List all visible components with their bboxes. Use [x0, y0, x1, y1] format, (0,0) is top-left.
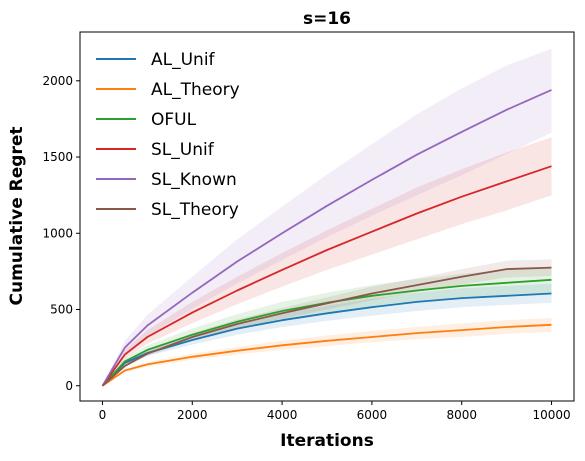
series-line-al-unif — [101, 292, 552, 387]
x-tick-label: 0 — [99, 408, 107, 422]
legend-label-al-theory: AL_Theory — [151, 80, 240, 100]
y-tick-label: 2000 — [42, 74, 73, 88]
x-tick-label: 10000 — [532, 408, 570, 422]
y-axis-ticks: 0 500 1000 1500 2000 — [42, 74, 80, 393]
x-axis-title: Iterations — [280, 431, 374, 451]
series-line-sl-known — [101, 89, 552, 387]
plot-frame — [79, 31, 575, 402]
x-tick-label: 6000 — [357, 408, 388, 422]
band-al-theory — [102, 317, 552, 386]
legend-label-sl-known: SL_Known — [151, 170, 237, 190]
series-line-sl-theory — [101, 266, 552, 387]
confidence-bands — [102, 48, 552, 386]
x-tick-label: 8000 — [446, 408, 477, 422]
chart-title: s=16 — [303, 9, 351, 29]
band-sl-theory — [102, 259, 552, 386]
series-line-al-theory — [101, 323, 552, 387]
x-tick-label: 2000 — [177, 408, 208, 422]
legend-label-oful: OFUL — [151, 110, 197, 130]
legend-label-al-unif: AL_Unif — [151, 50, 216, 70]
series-lines — [101, 89, 552, 387]
series-line-oful — [101, 278, 552, 387]
y-axis-title: Cumulative Regret — [7, 126, 27, 305]
x-axis-ticks: 0 2000 4000 6000 8000 10000 — [99, 401, 571, 422]
y-tick-label: 500 — [50, 303, 73, 317]
series-line-sl-unif — [101, 165, 552, 387]
legend-label-sl-theory: SL_Theory — [151, 200, 239, 220]
y-tick-label: 0 — [65, 379, 73, 393]
legend: AL_Unif AL_Theory OFUL SL_Unif SL_Known SL_Th… — [96, 50, 240, 220]
y-tick-label: 1500 — [42, 150, 73, 164]
x-tick-label: 4000 — [267, 408, 298, 422]
y-tick-label: 1000 — [42, 226, 73, 240]
band-oful — [102, 266, 552, 386]
band-sl-unif — [102, 137, 552, 386]
legend-label-sl-unif: SL_Unif — [151, 140, 215, 160]
band-al-unif — [102, 283, 552, 386]
band-sl-known — [102, 48, 552, 386]
